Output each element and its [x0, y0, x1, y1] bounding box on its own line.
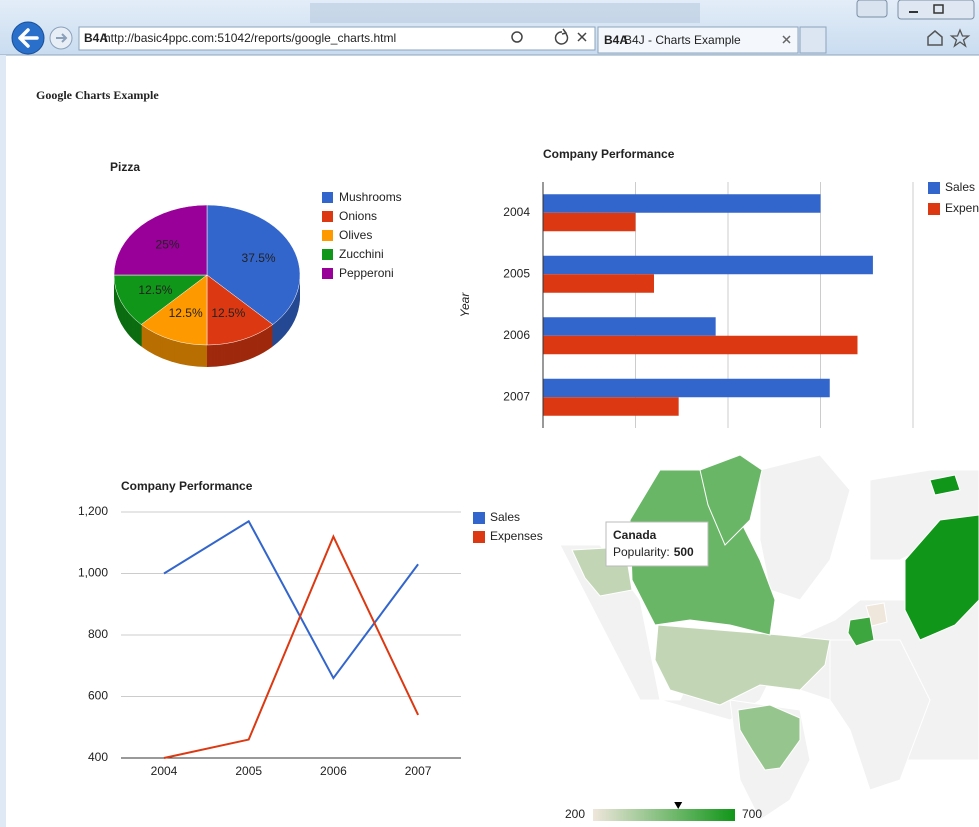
land	[759, 454, 851, 601]
x-tick-label: 2004	[151, 764, 178, 778]
line-series	[163, 534, 420, 759]
page-heading: Google Charts Example	[36, 88, 159, 102]
legend-label: Expenses	[490, 529, 543, 543]
legend-swatch	[322, 192, 333, 203]
land	[829, 639, 931, 791]
pie-slice	[140, 274, 208, 346]
favorites-icon[interactable]	[949, 28, 971, 48]
tooltip-region: Canada	[613, 528, 657, 542]
new-tab[interactable]	[799, 26, 827, 54]
legend-swatch	[322, 268, 333, 279]
chart-title: Company Performance	[121, 479, 253, 493]
x-tick-label: 2005	[235, 764, 262, 778]
pie-slice	[206, 204, 301, 325]
tab-close[interactable]	[782, 35, 791, 44]
bar	[543, 335, 858, 355]
caption-buttons[interactable]	[897, 0, 975, 20]
y-tick-label: 800	[88, 627, 108, 641]
legend-label: Expenses	[945, 201, 979, 215]
legend-swatch	[322, 230, 333, 241]
address-bar[interactable]	[78, 26, 596, 51]
color-axis-max: 700	[742, 807, 762, 821]
quick-bar	[310, 3, 700, 23]
window-frame	[0, 55, 6, 827]
page-content: Google Charts Example Pizza 37.5% 12.5% 12.…	[36, 88, 979, 821]
y-tick-label: 2005	[503, 266, 530, 280]
bar	[543, 212, 636, 232]
y-tick-label: 2004	[503, 205, 530, 219]
x-tick-label: 2006	[320, 764, 347, 778]
y-tick-label: 2006	[503, 328, 530, 342]
land	[869, 469, 979, 561]
stop-icon[interactable]	[577, 32, 587, 42]
tooltip	[605, 521, 709, 567]
favicon: B4A	[84, 31, 108, 45]
legend-label: Onions	[339, 209, 377, 223]
region	[929, 474, 961, 496]
legend-label: Zucchini	[339, 247, 384, 261]
chart-title: Pizza	[110, 160, 140, 174]
legend-swatch	[322, 249, 333, 260]
bar	[543, 274, 654, 293]
slice-label: 37.5%	[242, 251, 276, 265]
refresh-icon[interactable]	[554, 28, 569, 45]
color-axis	[593, 809, 735, 821]
window-buttons[interactable]	[856, 0, 975, 20]
y-tick-label: 400	[88, 750, 108, 764]
slice-label: 25%	[156, 237, 180, 251]
tooltip-label: Popularity:	[613, 545, 670, 559]
tab-title[interactable]: B4J - Charts Example	[624, 33, 741, 47]
bar	[543, 378, 830, 398]
pie-slice	[206, 274, 274, 346]
legend-label: Olives	[339, 228, 372, 242]
line-series	[163, 519, 419, 680]
y-axis-title: Year	[458, 292, 472, 318]
slice-label: 12.5%	[211, 306, 245, 320]
slice-label: 12.5%	[169, 306, 203, 320]
bar	[543, 255, 873, 275]
tab-favicon: B4A	[604, 33, 628, 47]
legend-label: Pepperoni	[339, 266, 394, 280]
y-tick-label: 1,200	[78, 504, 108, 518]
legend-label: Sales	[490, 510, 520, 524]
pie-slice	[113, 204, 208, 276]
legend-swatch	[473, 531, 485, 543]
y-tick-label: 2007	[503, 389, 530, 403]
y-tick-label: 1,000	[78, 566, 108, 580]
url[interactable]: http://basic4ppc.com:51042/reports/googl…	[104, 31, 396, 45]
extra-button[interactable]	[856, 0, 888, 18]
back-arrow	[18, 28, 39, 48]
region	[737, 704, 801, 771]
maximize-icon	[933, 4, 944, 14]
color-axis-marker	[674, 802, 683, 809]
region	[904, 514, 979, 641]
legend-swatch	[928, 182, 940, 194]
legend-swatch	[928, 203, 940, 215]
geo-map: Canada Popularity: 500 200 700	[559, 454, 979, 821]
pie-slice	[113, 274, 208, 325]
region	[654, 624, 831, 706]
x-tick-label: 2007	[405, 764, 432, 778]
color-axis-min: 200	[565, 807, 585, 821]
chart-title: Company Performance	[543, 147, 675, 161]
tab[interactable]	[597, 26, 799, 54]
legend-swatch	[473, 512, 485, 524]
legend-swatch	[322, 211, 333, 222]
legend-label: Sales	[945, 180, 975, 194]
region	[847, 616, 875, 647]
search-icon[interactable]	[511, 31, 523, 43]
legend-label: Mushrooms	[339, 190, 402, 204]
y-tick-label: 600	[88, 689, 108, 703]
tooltip-value: 500	[674, 545, 694, 559]
home-icon[interactable]	[927, 30, 943, 46]
forward-arrow	[56, 33, 68, 43]
slice-label: 12.5%	[138, 283, 172, 297]
region	[699, 454, 763, 546]
bar	[543, 317, 716, 336]
bar	[543, 397, 679, 416]
bar	[543, 194, 821, 213]
